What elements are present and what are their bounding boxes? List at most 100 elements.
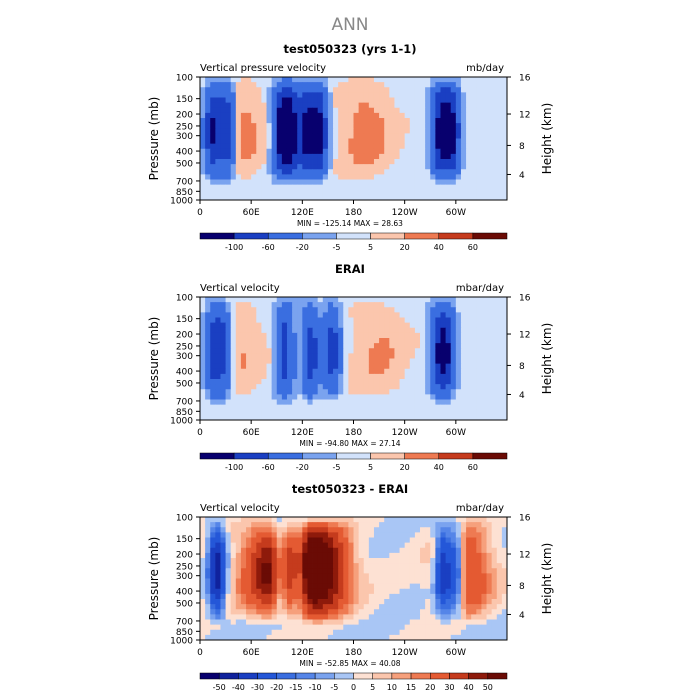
colorbar-label: -60: [262, 463, 275, 472]
colorbar-label: 40: [434, 243, 444, 252]
y-tick-label: 850: [176, 628, 193, 638]
stats-label: MIN = -52.85 MAX = 40.08: [299, 659, 400, 668]
y-axis-label: Pressure (mb): [147, 317, 161, 401]
y-tick-label: 150: [176, 315, 193, 325]
y2-tick-label: 8: [519, 362, 525, 372]
y-tick-label: 200: [176, 331, 193, 341]
contour-field: [200, 517, 508, 641]
colorbar-label: 10: [387, 683, 397, 692]
y-tick-label: 100: [176, 514, 193, 524]
y-tick-label: 500: [176, 379, 193, 389]
x-tick-label: 0: [197, 428, 203, 438]
y-tick-label: 700: [176, 617, 193, 627]
colorbar-label: -5: [332, 463, 340, 472]
x-tick-label: 60W: [446, 208, 466, 218]
colorbar-box: [295, 672, 316, 680]
colorbar-box: [233, 232, 269, 240]
y2-tick-label: 16: [519, 74, 531, 84]
colorbar-label: 30: [444, 683, 454, 692]
colorbar-label: 60: [468, 463, 478, 472]
colorbar-label: 20: [400, 463, 410, 472]
y-tick-label: 850: [176, 408, 193, 418]
colorbar-box: [438, 232, 474, 240]
x-tick-label: 120E: [291, 648, 314, 658]
y-tick-label: 1000: [170, 417, 193, 427]
y-tick-label: 400: [176, 148, 193, 158]
colorbar-box: [430, 672, 450, 680]
y-tick-label: 150: [176, 535, 193, 545]
colorbar-box: [370, 232, 405, 240]
colorbar-box: [404, 452, 440, 460]
colorbar-label: -20: [296, 463, 309, 472]
colorbar-box: [199, 452, 235, 460]
colorbar-box: [336, 452, 371, 460]
y-tick-label: 300: [176, 352, 193, 362]
colorbar-box: [257, 672, 277, 680]
y-axis-label: Pressure (mb): [147, 97, 161, 181]
colorbar-box: [472, 452, 508, 460]
y2-tick-label: 16: [519, 294, 531, 304]
panel-variable-label: Vertical pressure velocity: [200, 63, 326, 74]
x-tick-label: 120W: [392, 428, 418, 438]
y2-axis-label: Height (km): [540, 103, 554, 174]
colorbar-box: [276, 672, 297, 680]
colorbar-label: -100: [225, 243, 243, 252]
x-tick-label: 180: [345, 428, 362, 438]
colorbar-box: [267, 452, 303, 460]
colorbar-label: 5: [368, 243, 373, 252]
panel-title: ERAI: [335, 262, 365, 276]
y-tick-label: 500: [176, 159, 193, 169]
stats-label: MIN = -125.14 MAX = 28.63: [297, 219, 403, 228]
x-tick-label: 60E: [243, 208, 260, 218]
colorbar-label: -10: [309, 683, 322, 692]
x-tick-label: 60E: [243, 648, 260, 658]
panel-units-label: mbar/day: [456, 283, 504, 294]
contour-field: [200, 77, 508, 201]
x-tick-label: 120W: [392, 648, 418, 658]
x-tick-label: 180: [345, 208, 362, 218]
colorbar: -100 -60 -20 -5 5 20 40 60: [199, 232, 508, 252]
colorbar-box: [404, 232, 440, 240]
colorbar-label: -100: [225, 463, 243, 472]
chart-panel-1: test050323 (yrs 1-1) Vertical pressure ve…: [147, 42, 554, 252]
y-tick-label: 300: [176, 132, 193, 142]
colorbar-label: 5: [368, 463, 373, 472]
y2-tick-label: 12: [519, 331, 530, 341]
y-tick-label: 100: [176, 294, 193, 304]
y-tick-label: 100: [176, 74, 193, 84]
x-tick-label: 60W: [446, 648, 466, 658]
y-tick-label: 300: [176, 572, 193, 582]
panel-title: test050323 (yrs 1-1): [284, 42, 417, 56]
colorbar-box: [391, 672, 412, 680]
colorbar-box: [410, 672, 431, 680]
contour-field: [200, 297, 508, 421]
colorbar-label: -20: [270, 683, 283, 692]
y2-tick-label: 4: [519, 391, 525, 401]
colorbar-box: [267, 232, 303, 240]
colorbar-box: [233, 452, 269, 460]
colorbar-label: 60: [468, 243, 478, 252]
colorbar-box: [468, 672, 489, 680]
colorbar-box: [302, 232, 337, 240]
colorbar-label: 20: [425, 683, 435, 692]
y-tick-label: 500: [176, 599, 193, 609]
x-tick-label: 60W: [446, 428, 466, 438]
chart-panel-3: test050323 - ERAI Vertical velocity mbar/d…: [147, 482, 554, 692]
colorbar-box: [199, 672, 220, 680]
colorbar-label: -20: [296, 243, 309, 252]
y2-axis-label: Height (km): [540, 543, 554, 614]
colorbar-label: 15: [406, 683, 416, 692]
y-tick-label: 250: [176, 122, 193, 132]
page-title: ANN: [331, 15, 368, 35]
stats-label: MIN = -94.80 MAX = 27.14: [299, 439, 400, 448]
colorbar-label: -50: [213, 683, 226, 692]
y2-tick-label: 12: [519, 551, 530, 561]
y-axis-label: Pressure (mb): [147, 537, 161, 621]
y-tick-label: 200: [176, 111, 193, 121]
x-tick-label: 0: [197, 208, 203, 218]
y2-axis-label: Height (km): [540, 323, 554, 394]
colorbar-box: [438, 452, 474, 460]
panel-units-label: mbar/day: [456, 503, 504, 514]
y-tick-label: 250: [176, 342, 193, 352]
y2-tick-label: 12: [519, 111, 530, 121]
